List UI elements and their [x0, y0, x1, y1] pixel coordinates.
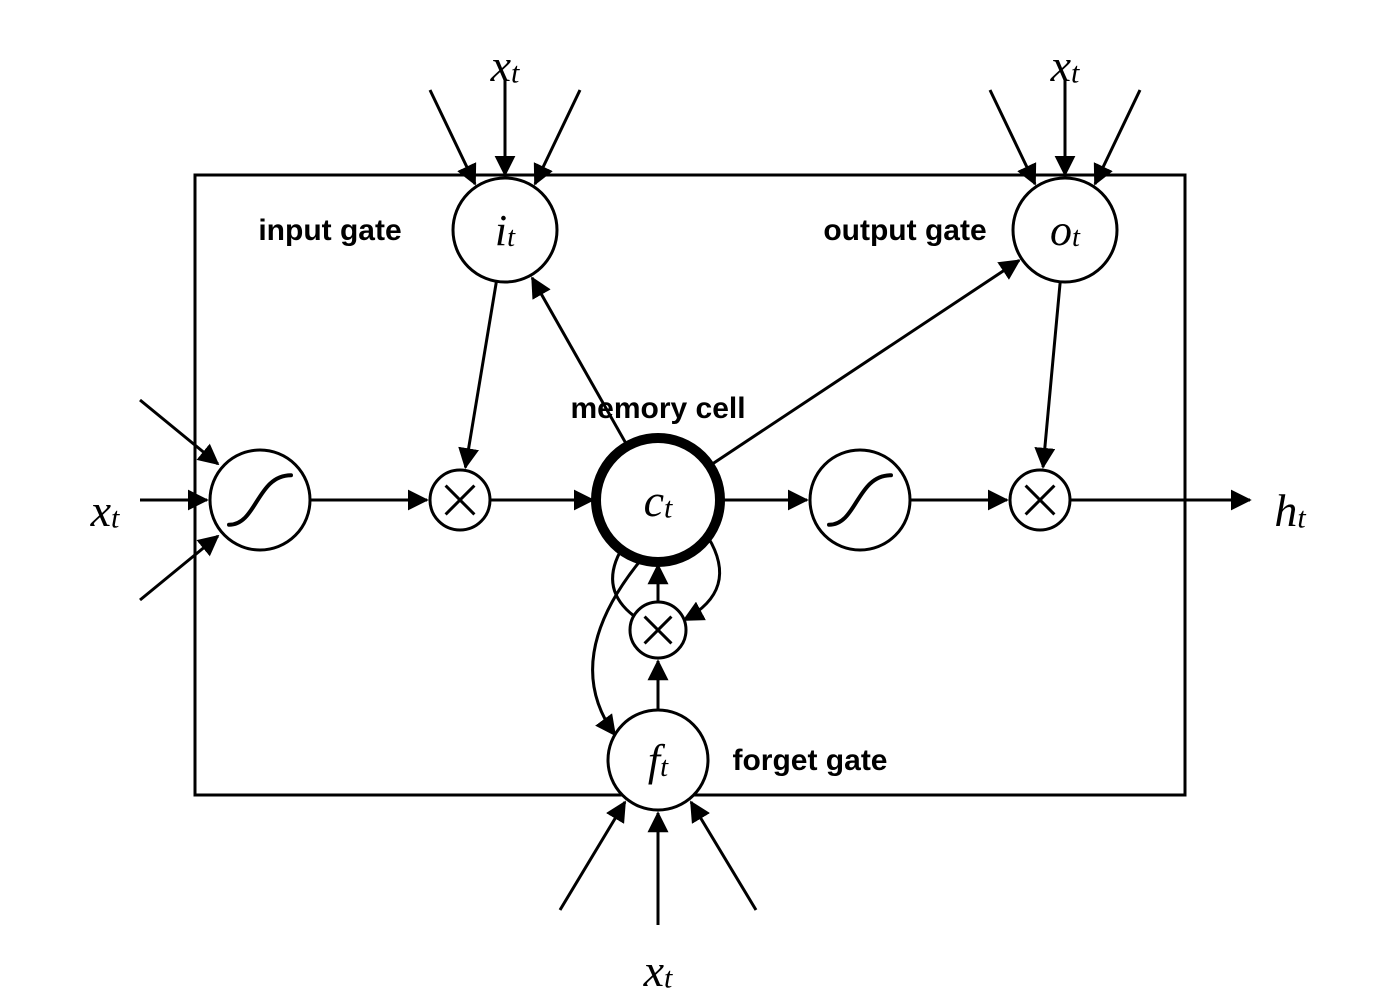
- arrow: [465, 281, 496, 467]
- var-label: ht: [1274, 485, 1306, 536]
- arrow: [1095, 90, 1140, 184]
- arrow: [535, 90, 580, 184]
- arrow: [430, 90, 475, 184]
- arrow: [1043, 282, 1060, 467]
- arrow: [140, 536, 218, 600]
- var-label: xt: [490, 40, 520, 91]
- arrow: [140, 400, 218, 464]
- label-memory: memory cell: [570, 392, 745, 425]
- var-label: xt: [1050, 40, 1080, 91]
- var-label: xt: [90, 485, 120, 536]
- arrow: [710, 260, 1020, 465]
- label-forget: forget gate: [732, 744, 887, 777]
- label-input: input gate: [258, 214, 401, 247]
- var-label: xt: [643, 945, 673, 996]
- label-output: output gate: [823, 214, 986, 247]
- arrow: [990, 90, 1035, 184]
- arrow-curved: [593, 561, 640, 735]
- arrow: [691, 802, 756, 910]
- arrow: [560, 802, 625, 910]
